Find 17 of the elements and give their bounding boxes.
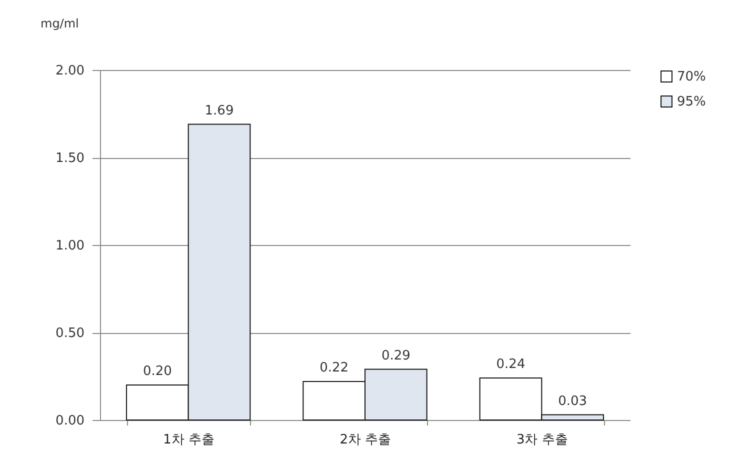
legend-label: 95% <box>677 94 706 110</box>
y-tick-label: 1.00 <box>56 238 84 254</box>
y-tick-label: 0.00 <box>56 414 84 428</box>
y-tick-label: 1.50 <box>56 151 84 166</box>
y-tick-label: 2.00 <box>56 64 84 78</box>
y-axis-title: mg/ml <box>40 16 79 30</box>
x-tick-label: 1차 추출 <box>163 432 215 448</box>
data-label: 0.20 <box>142 364 172 379</box>
legend-label: 70% <box>677 70 706 84</box>
x-tick-label: 3차 추출 <box>516 432 568 448</box>
data-label: 1.69 <box>204 103 234 118</box>
x-tick-label: 2차 추출 <box>340 432 392 448</box>
data-label: 0.03 <box>558 394 588 409</box>
data-label: 0.29 <box>381 348 410 364</box>
data-label: 0.24 <box>496 357 526 372</box>
data-label: 0.22 <box>320 360 349 376</box>
y-tick-label: 0.50 <box>56 326 84 341</box>
